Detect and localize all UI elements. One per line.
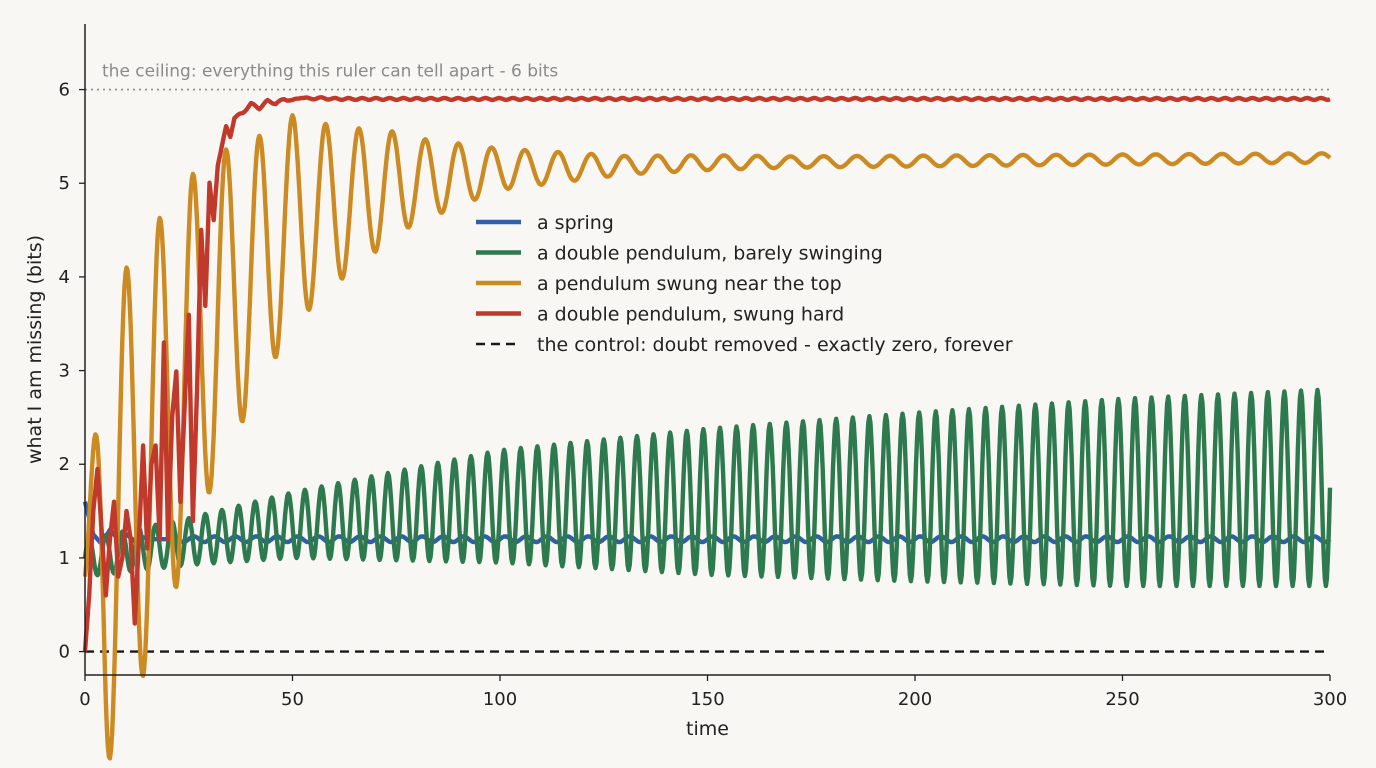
x-tick-label: 150 [690, 689, 724, 710]
y-tick-label: 5 [59, 173, 70, 194]
series-line-3 [82, 95, 1332, 652]
ceiling-group: the ceiling: everything this ruler can t… [85, 62, 1330, 91]
x-tick-label: 50 [281, 689, 304, 710]
ceiling-label: the ceiling: everything this ruler can t… [102, 62, 558, 82]
series-line-1 [82, 387, 1333, 589]
y-tick-label: 3 [59, 361, 70, 382]
x-tick-label: 250 [1105, 689, 1139, 710]
x-tick-label: 100 [483, 689, 517, 710]
axes-group: 0 50 100 150 200 250 300 0 1 2 3 4 5 6 time what I a… [24, 24, 1347, 740]
y-axis-label: what I am missing (bits) [24, 235, 46, 464]
legend-label: the control: doubt removed - exactly zer… [537, 334, 1013, 356]
y-tick-label: 6 [59, 80, 70, 101]
series-line-2 [82, 113, 1332, 761]
legend-label: a pendulum swung near the top [537, 273, 842, 295]
x-tick-label: 200 [898, 689, 932, 710]
series-group [82, 95, 1333, 761]
x-tick-label: 0 [79, 689, 90, 710]
x-axis-label: time [686, 718, 729, 740]
x-tick-label: 300 [1313, 689, 1347, 710]
legend-label: a spring [537, 212, 614, 234]
legend: a spring a double pendulum, barely swingi… [476, 212, 1013, 356]
y-tick-label: 1 [59, 548, 70, 569]
y-tick-label: 2 [59, 454, 70, 475]
legend-label: a double pendulum, swung hard [537, 304, 844, 326]
legend-label: a double pendulum, barely swinging [537, 243, 883, 265]
y-tick-label: 4 [59, 267, 70, 288]
y-ticks: 0 1 2 3 4 5 6 [59, 80, 85, 663]
y-tick-label: 0 [59, 642, 70, 663]
x-ticks: 0 50 100 150 200 250 300 [79, 675, 1347, 710]
